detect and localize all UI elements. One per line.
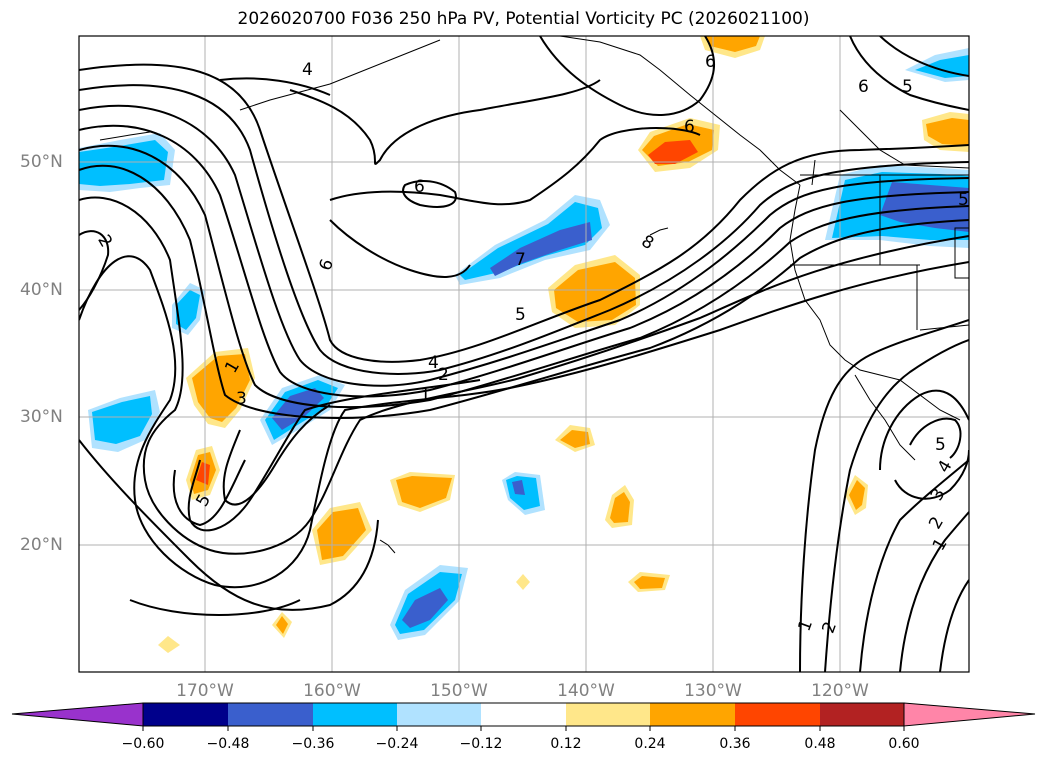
lat-label: 20°N (20, 535, 63, 555)
contour-label: 6 (414, 177, 425, 197)
contour-label: 1 (795, 617, 817, 634)
contour-label: 6 (684, 117, 695, 137)
map-frame (78, 35, 970, 673)
colorbar-swatch (481, 703, 566, 726)
contour-label: 1 (420, 385, 431, 405)
pv-contours (79, 36, 969, 672)
contour-label: 1 (929, 535, 952, 554)
colorbar-tick-label: 0.36 (719, 736, 751, 752)
colorbar-swatch (650, 703, 735, 726)
contour-label: 7 (515, 250, 526, 270)
colorbar-swatch (397, 703, 481, 726)
colorbar-tick-label: −0.60 (121, 736, 165, 752)
colorbar-min-extension (11, 702, 144, 727)
chart-title: 2026020700 F036 250 hPa PV, Potential Vo… (237, 9, 810, 29)
contour-label: 4 (428, 353, 439, 373)
lon-label: 130°W (684, 681, 742, 701)
colorbar-swatch (228, 703, 313, 726)
lon-label: 120°W (811, 681, 869, 701)
lon-label: 170°W (176, 681, 234, 701)
lon-label: 150°W (430, 681, 488, 701)
colorbar-tick-label: −0.24 (375, 736, 419, 752)
contour-label: 5 (515, 305, 526, 325)
contour-label: 2 (93, 232, 116, 251)
pv-anomaly-shading (79, 36, 969, 653)
colorbar-swatch (313, 703, 397, 726)
colorbar-swatch (566, 703, 650, 726)
colorbar-tick-label: 0.24 (634, 736, 666, 752)
contour-label: 6 (315, 256, 337, 273)
lat-label: 30°N (20, 407, 63, 427)
lon-label: 140°W (557, 681, 615, 701)
lat-label: 40°N (20, 280, 63, 300)
lat-label: 50°N (20, 152, 63, 172)
colorbar (11, 702, 1036, 731)
colorbar-tick-label: −0.36 (291, 736, 335, 752)
colorbar-max-extension (903, 702, 1036, 727)
colorbar-swatch (735, 703, 820, 726)
contour-label: 2 (925, 513, 948, 532)
lon-label: 160°W (303, 681, 361, 701)
colorbar-tick-label: 0.60 (888, 736, 920, 752)
colorbar-tick-label: 0.48 (804, 736, 836, 752)
colorbar-swatch (820, 703, 904, 726)
contour-label: 4 (302, 60, 313, 80)
colorbar-tick-label: 0.12 (550, 736, 582, 752)
colorbar-tick-label: −0.48 (206, 736, 250, 752)
contour-label: 6 (705, 52, 716, 72)
colorbar-swatch (143, 703, 228, 726)
contour-label: 8 (638, 231, 657, 254)
contour-label: 6 (858, 77, 869, 97)
contour-label: 5 (902, 77, 913, 97)
contour-label: 5 (958, 190, 969, 210)
contour-label: 3 (236, 389, 247, 409)
coastlines (99, 36, 969, 554)
contour-label: 5 (935, 435, 946, 455)
contour-label: 3 (927, 485, 950, 504)
contour-label: 2 (438, 365, 449, 385)
colorbar-tick-label: −0.12 (459, 736, 503, 752)
